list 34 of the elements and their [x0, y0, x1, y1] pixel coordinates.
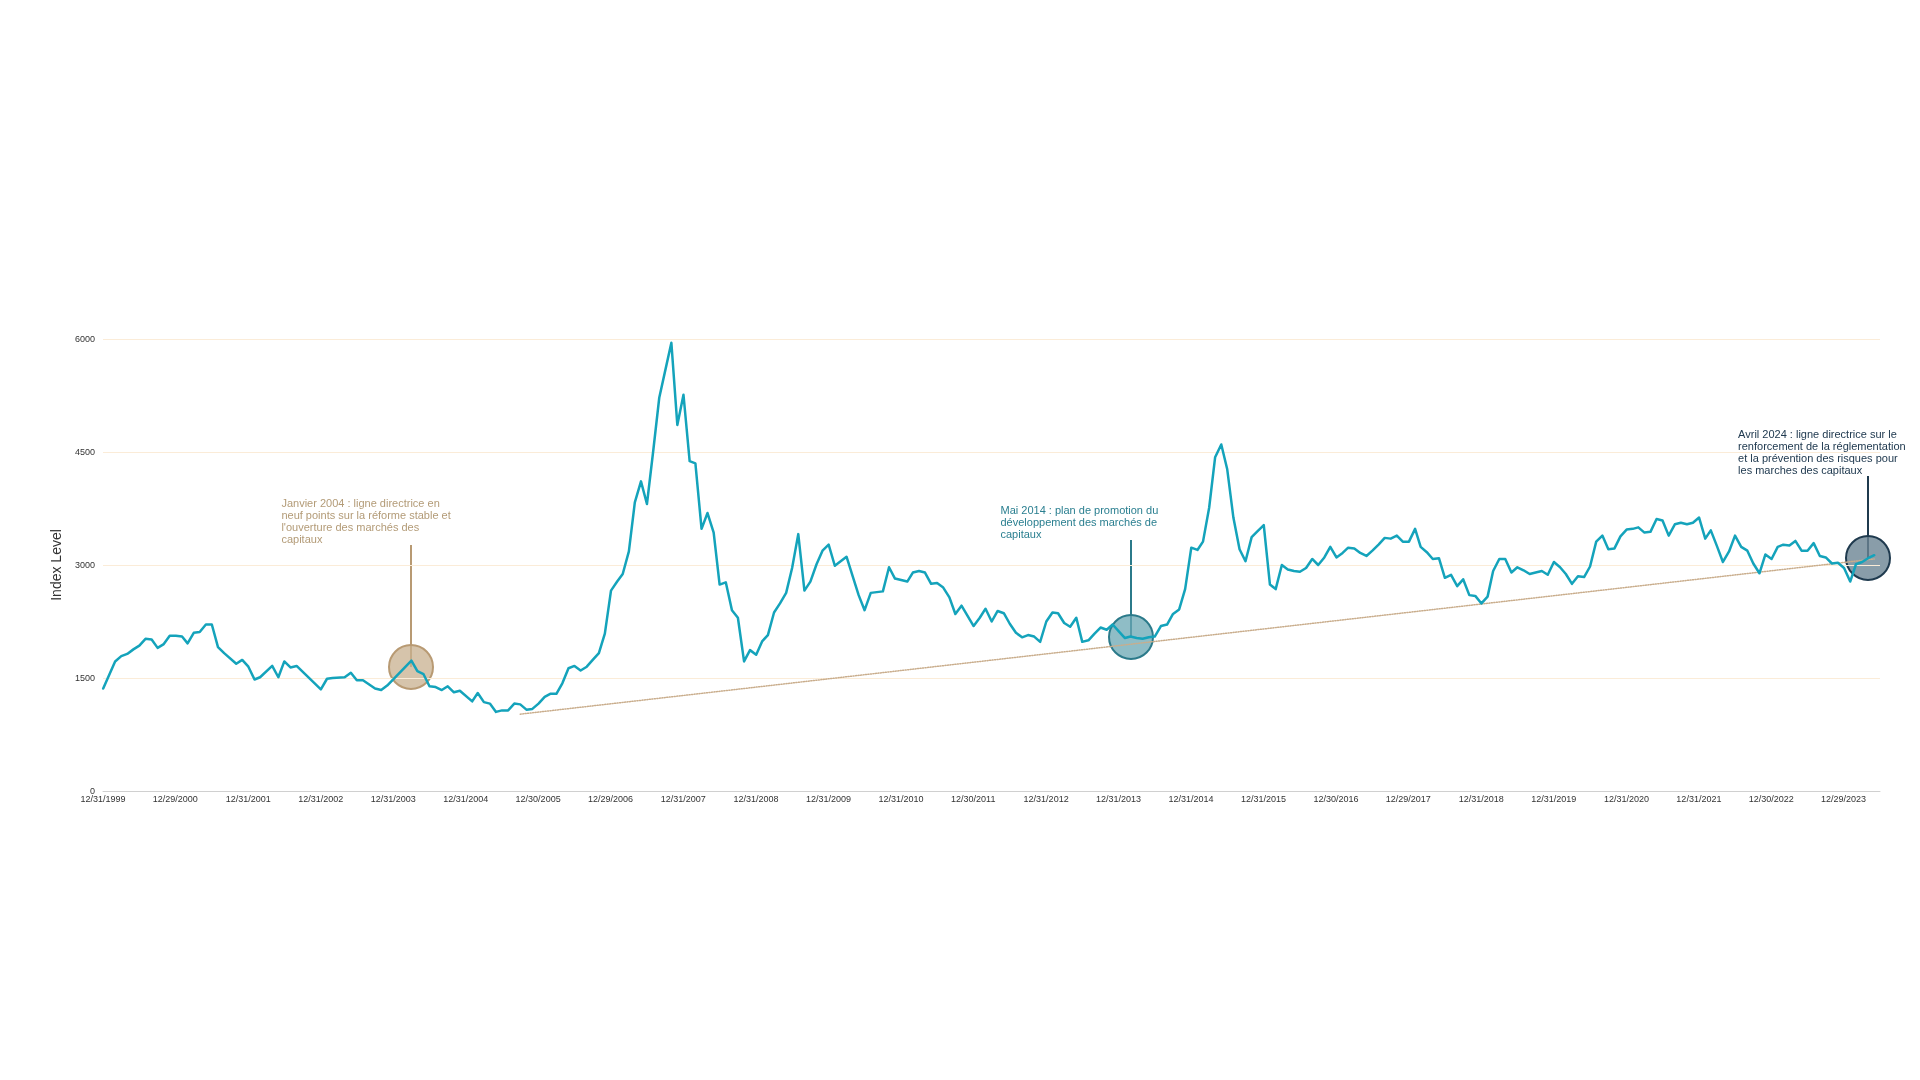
x-tick-label: 12/31/2007 [660, 793, 706, 804]
y-tick-label: 0 [89, 786, 95, 796]
x-tick-label: 12/31/2019 [1531, 793, 1577, 804]
x-tick-label: 12/31/2013 [1096, 793, 1142, 804]
x-tick-label: 12/31/2012 [1023, 793, 1069, 804]
annotation: Mai 2014 : plan de promotion du développement des marchés de capitaux [1000, 503, 1160, 540]
y-tick-label: 4500 [74, 447, 95, 457]
x-tick-label: 12/31/2001 [225, 793, 271, 804]
x-tick-label: 12/31/2015 [1241, 793, 1287, 804]
x-tick-label: 12/29/2000 [152, 793, 198, 804]
x-tick-label: 12/31/2004 [443, 793, 489, 804]
y-tick-label: 3000 [74, 560, 95, 570]
x-tick-label: 12/30/2011 [951, 793, 996, 804]
x-tick-label: 12/31/2010 [878, 793, 924, 804]
annotation: Avril 2024 : ligne directrice sur le renforcement de la réglementation et la prévention des risques pour les marches des capitaux [1738, 428, 1907, 477]
x-tick-label: 12/31/2020 [1603, 793, 1649, 804]
x-tick-label: 12/31/1999 [80, 793, 126, 804]
x-tick-label: 12/31/2008 [733, 793, 779, 804]
y-tick-label: 6000 [74, 334, 95, 344]
x-tick-label: 12/29/2023 [1820, 793, 1866, 804]
x-tick-label: 12/30/2005 [515, 793, 561, 804]
x-tick-label: 12/31/2002 [298, 793, 344, 804]
x-tick-label: 12/30/2022 [1748, 793, 1794, 804]
y-axis-title: Index Level [48, 529, 64, 601]
x-tick-label: 12/31/2003 [370, 793, 416, 804]
x-tick-label: 12/31/2014 [1168, 793, 1214, 804]
x-tick-label: 12/29/2017 [1385, 793, 1431, 804]
x-tick-label: 12/29/2006 [587, 793, 633, 804]
annotation: Janvier 2004 : ligne directrice en neuf points sur la réforme stable et l'ouverture des marchés des capitaux [281, 497, 452, 546]
y-tick-label: 1500 [74, 673, 95, 683]
x-tick-label: 12/31/2009 [805, 793, 851, 804]
x-tick-label: 12/31/2021 [1676, 793, 1722, 804]
x-tick-label: 12/30/2016 [1313, 793, 1359, 804]
x-tick-label: 12/31/2018 [1458, 793, 1504, 804]
